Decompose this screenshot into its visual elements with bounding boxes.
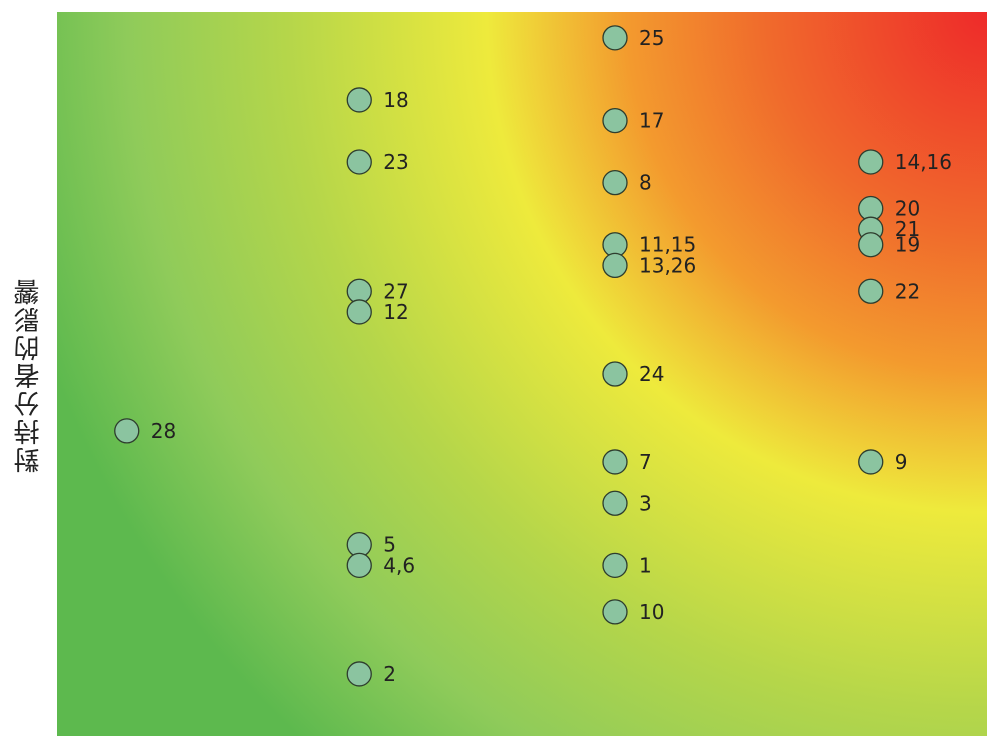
data-point-9 (858, 449, 884, 475)
data-point-label: 9 (895, 450, 908, 474)
data-point-label: 20 (895, 197, 920, 221)
data-point-label: 27 (383, 279, 408, 303)
data-point-24 (602, 361, 628, 387)
data-point-label: 21 (895, 217, 920, 241)
data-point-10 (602, 599, 628, 625)
heatmap-background (57, 12, 987, 736)
data-point-label: 22 (895, 279, 920, 303)
data-point-13-26 (602, 252, 628, 279)
data-point-label: 8 (639, 171, 652, 195)
data-point-label: 1 (639, 553, 652, 577)
data-point-label: 7 (639, 450, 652, 474)
data-point-19 (858, 232, 884, 258)
data-point-28 (114, 418, 140, 444)
data-point-label: 3 (639, 491, 652, 515)
data-point-7 (602, 449, 628, 475)
y-axis-label-text: 對持分者的影響 (13, 277, 44, 473)
data-point-label: 4,6 (383, 553, 415, 577)
data-point-label: 17 (639, 109, 664, 133)
data-point-14-16 (858, 149, 884, 175)
data-point-18 (346, 87, 372, 113)
data-point-label: 5 (383, 533, 396, 557)
data-point-12 (346, 299, 372, 325)
data-point-label: 28 (151, 419, 176, 443)
y-axis-label: 對持分者的影響 (8, 250, 48, 500)
data-point-2 (346, 661, 372, 687)
data-point-label: 13,26 (639, 253, 696, 277)
data-point-label: 18 (383, 88, 408, 112)
data-point-23 (346, 149, 372, 175)
data-point-1 (602, 552, 628, 578)
data-point-8 (602, 170, 628, 196)
data-point-4-6 (346, 552, 372, 578)
heatmap-fill (57, 12, 987, 736)
data-point-label: 11,15 (639, 233, 696, 257)
data-point-label: 14,16 (895, 150, 952, 174)
scatter-plot-area: 25 18 17 23 14,16 8 20 21 11,15 19 13,26 27 22 12 24 28… (57, 12, 987, 736)
data-point-3 (602, 490, 628, 516)
data-point-25 (602, 25, 628, 51)
data-point-label: 25 (639, 26, 664, 50)
data-point-label: 2 (383, 662, 396, 686)
data-point-22 (858, 278, 884, 304)
data-point-17 (602, 107, 628, 134)
data-point-label: 10 (639, 600, 664, 624)
data-point-label: 12 (383, 300, 408, 324)
data-point-label: 23 (383, 150, 408, 174)
data-point-label: 24 (639, 362, 664, 386)
data-point-label: 19 (895, 233, 920, 257)
